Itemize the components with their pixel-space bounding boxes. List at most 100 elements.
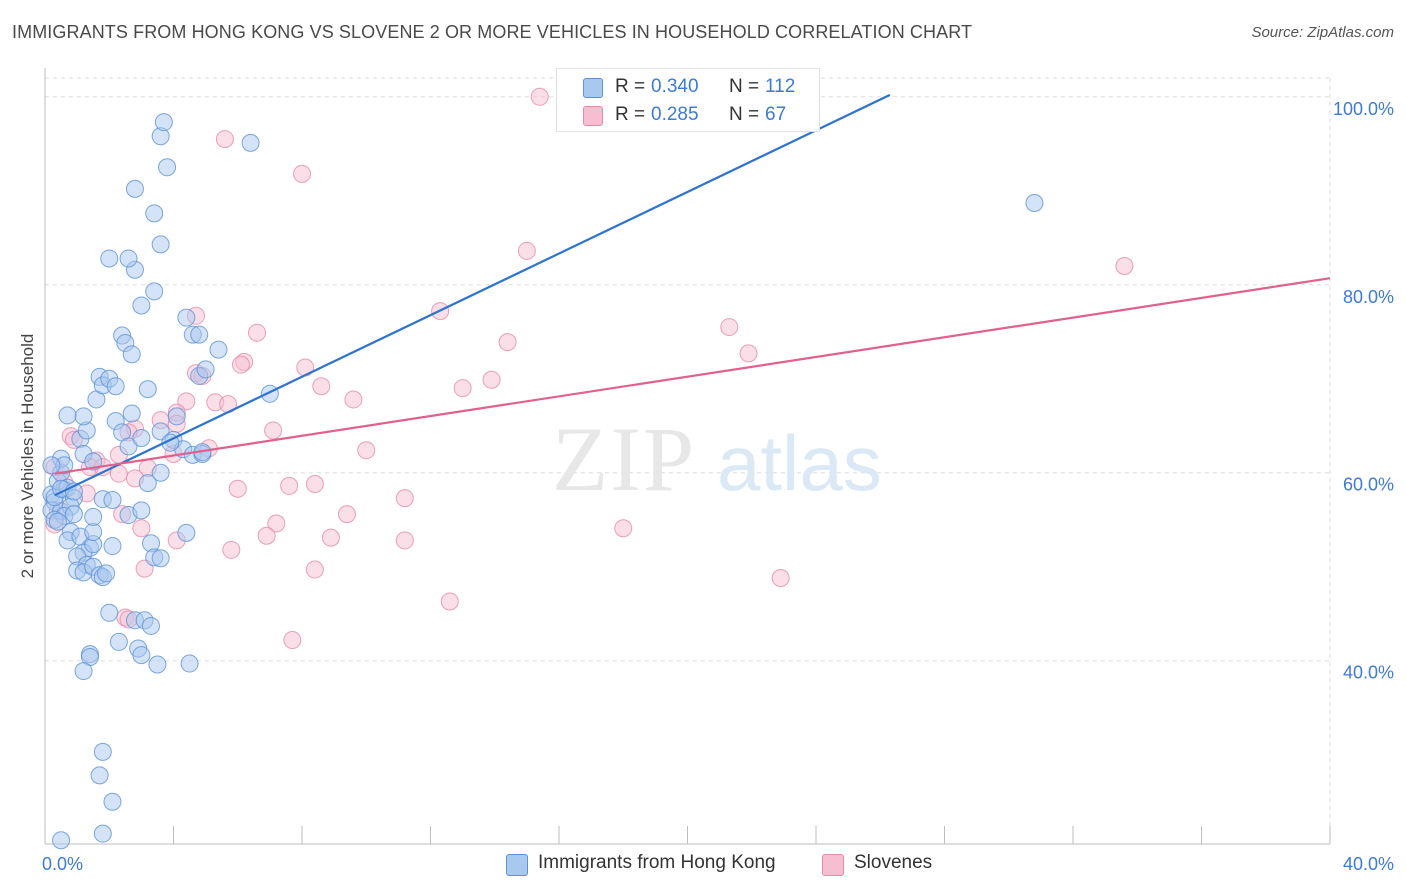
hong-kong-point [151,235,170,254]
y-tick-label: 80.0% [1343,287,1394,307]
hong-kong-point [180,654,199,673]
slovenes-point [337,505,356,524]
hong-kong-point [119,249,138,268]
slovenes-point [739,344,758,363]
slovenes-point [293,164,311,183]
legend-r-label: R = [615,104,646,125]
y-tick-label: 100.0% [1333,99,1394,119]
watermark: ZIP atlas [552,408,882,510]
hong-kong-point [122,345,141,364]
legend-row-slovenes: R = 0.285 N = 67 [557,100,819,130]
slovenes-trendline [54,277,1331,475]
axis-layer [44,68,1331,845]
hong-kong-point [145,204,164,223]
hong-kong-point [158,158,177,177]
legend-n-value: 112 [765,76,796,97]
hong-kong-point [196,360,215,379]
hong-kong-point [209,340,228,359]
slovenes-point [771,569,790,588]
legend-r-value: 0.285 [651,104,699,125]
hong-kong-point [132,501,151,520]
slovenes-point [453,379,472,398]
slovenes-point [312,377,331,396]
slovenes-point [321,528,340,547]
hong-kong-point [241,133,260,152]
tick-labels: 40.0% 60.0% 80.0% 100.0% 0.0% 40.0% [42,99,1394,874]
hong-kong-point [84,507,103,526]
hong-kong-point [132,296,151,315]
slovenes-point [267,514,286,533]
slovenes-point [305,560,324,579]
hong-kong-point [103,792,122,811]
hong-kong-point [1025,194,1044,213]
hong-kong-point [138,474,157,493]
legend-swatch-blue [583,78,603,98]
slovenes-point [395,489,414,508]
hong-kong-point [42,456,61,475]
hong-kong-trendline [54,93,891,497]
hong-kong-point [97,564,116,583]
legend-n-label: N = [729,76,760,97]
hong-kong-point [93,824,112,843]
slovenes-point [222,540,241,559]
y-tick-label: 60.0% [1343,475,1394,495]
slovenes-point [305,475,324,494]
hong-kong-point [93,742,112,761]
hong-kong-point [103,491,122,510]
trend-lines [54,93,1331,497]
slovenes-point [614,519,633,538]
hong-kong-point [151,549,170,568]
hong-kong-point [190,325,209,344]
slovenes-point [482,370,501,389]
hong-kong-point [148,655,167,674]
hong-kong-point [48,512,67,531]
slovenes-point [248,323,267,342]
slovenes-point [231,355,250,374]
slovenes-point [498,333,517,352]
slovenes-point [344,390,363,409]
hong-kong-point [177,523,196,542]
hong-kong-point [138,380,157,399]
hong-kong-point [142,616,161,635]
stats-legend: R = 0.340 N = 112 R = 0.285 N = 67 [556,68,820,132]
series-label-hong-kong: Immigrants from Hong Kong [538,852,776,873]
x-tick-label: 40.0% [1343,854,1394,874]
hong-kong-point [151,463,170,482]
slovenes-point [395,531,414,550]
legend-r-label: R = [615,76,646,97]
hong-kong-point [58,406,77,425]
hong-kong-point [145,282,164,301]
hong-kong-point [84,522,103,541]
hong-kong-point [154,113,173,132]
hong-kong-point [100,249,119,268]
slovenes-point [132,519,151,538]
hong-kong-point [122,404,141,423]
source-credit: Source: ZipAtlas.com [1251,24,1394,41]
slovenes-point [440,592,459,611]
hong-kong-point [100,603,119,622]
slovenes-point [257,526,276,545]
hong-kong-point [125,179,144,198]
y-tick-label: 40.0% [1343,663,1394,683]
hong-kong-point [90,766,109,785]
watermark-zip: ZIP [552,408,696,510]
hong-kong-point [132,646,151,665]
legend-r-value: 0.340 [651,76,699,97]
hong-kong-point [109,632,128,651]
x-tick-label: 0.0% [42,854,83,874]
slovenes-point [517,241,536,260]
hong-kong-point [106,377,125,396]
hong-kong-point [167,407,186,426]
hong-kong-point [177,308,196,327]
slovenes-point [215,130,234,149]
series-label-slovenes: Slovenes [854,852,933,873]
legend-n-value: 67 [765,104,787,125]
slovenes-point [264,421,283,440]
series-swatch-blue [506,854,528,876]
slovenes-point [530,87,549,106]
series-swatch-pink [822,854,844,876]
slovenes-point [720,318,739,337]
hong-kong-point [84,452,103,471]
hong-kong-point [52,831,71,850]
